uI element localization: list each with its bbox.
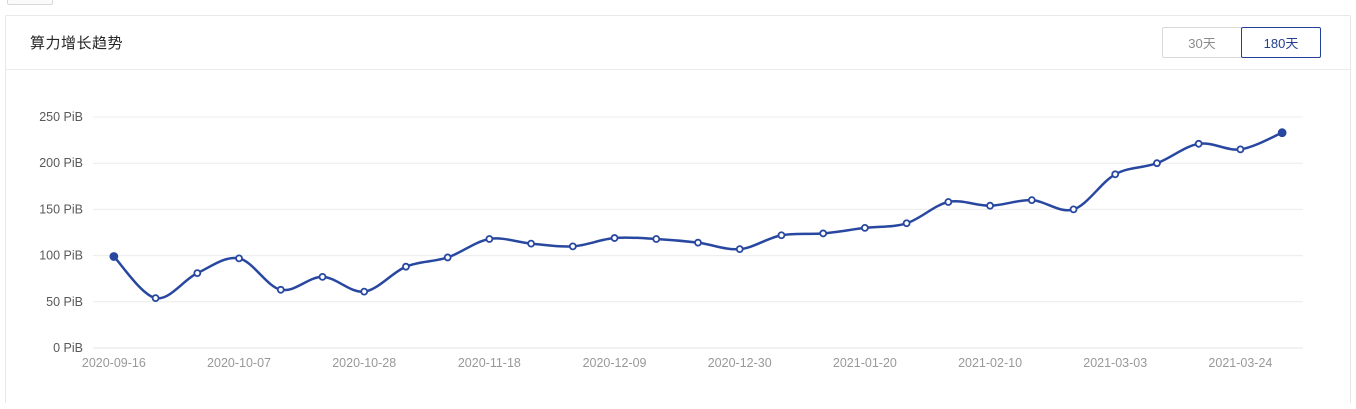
hashrate-trend-card: 算力增长趋势 30天 180天 0 PiB 50 PiB 100 PiB 150 Pi… xyxy=(5,15,1351,403)
data-point-marker[interactable] xyxy=(193,269,202,278)
x-axis-tick-label: 2021-03-03 xyxy=(1083,356,1147,370)
data-point-marker[interactable] xyxy=(318,272,327,281)
x-axis-tick-label: 2020-12-30 xyxy=(708,356,772,370)
hashrate-line-chart[interactable]: 0 PiB 50 PiB 100 PiB 150 PiB 200 PiB 250 PiB 2… xyxy=(6,70,1350,404)
data-point-marker[interactable] xyxy=(443,253,452,262)
data-point-marker[interactable] xyxy=(1111,170,1120,179)
data-point-marker[interactable] xyxy=(1153,159,1161,168)
x-axis-tick-label: 2021-01-20 xyxy=(833,356,897,370)
data-point-marker[interactable] xyxy=(610,234,619,242)
card-title: 算力增长趋势 xyxy=(30,35,124,52)
data-point-marker[interactable] xyxy=(276,285,285,294)
data-point-marker[interactable] xyxy=(568,242,577,251)
data-point-marker[interactable] xyxy=(902,219,911,228)
data-point-marker[interactable] xyxy=(402,262,410,271)
x-axis-tick-label: 2020-10-07 xyxy=(207,356,271,370)
data-point-marker[interactable] xyxy=(1027,196,1036,205)
time-range-toggle: 30天 180天 xyxy=(1162,27,1321,58)
range-30d-button[interactable]: 30天 xyxy=(1162,27,1242,58)
x-axis-tick-label: 2020-12-09 xyxy=(583,356,647,370)
data-point-marker[interactable] xyxy=(860,223,869,232)
range-180d-button[interactable]: 180天 xyxy=(1241,27,1321,58)
chart-canvas[interactable]: 0 PiB 50 PiB 100 PiB 150 PiB 200 PiB 250 PiB 2… xyxy=(6,70,1350,404)
data-point-marker[interactable] xyxy=(652,235,661,243)
y-axis-tick-label: 200 PiB xyxy=(39,156,83,170)
card-header: 算力增长趋势 30天 180天 xyxy=(6,16,1350,70)
data-point-marker[interactable] xyxy=(1277,128,1287,138)
data-point-marker[interactable] xyxy=(986,201,994,210)
data-point-marker[interactable] xyxy=(235,254,243,263)
cutoff-element-top xyxy=(7,0,53,5)
data-point-marker[interactable] xyxy=(1069,205,1078,214)
data-point-marker[interactable] xyxy=(694,238,702,247)
data-point-marker[interactable] xyxy=(360,287,369,296)
x-axis-tick-label: 2021-03-24 xyxy=(1208,356,1272,370)
x-axis-tick-label: 2020-11-18 xyxy=(458,356,521,370)
data-point-marker[interactable] xyxy=(1194,139,1203,148)
data-point-marker[interactable] xyxy=(1236,145,1245,154)
data-point-marker[interactable] xyxy=(819,229,828,238)
y-axis-tick-label: 50 PiB xyxy=(46,295,83,309)
data-point-marker[interactable] xyxy=(485,235,494,243)
x-axis-tick-label: 2020-10-28 xyxy=(332,356,396,370)
y-axis-tick-label: 250 PiB xyxy=(39,110,83,124)
y-axis-tick-label: 100 PiB xyxy=(39,249,83,263)
y-axis-tick-label: 150 PiB xyxy=(39,202,83,216)
trend-line xyxy=(112,131,1284,300)
x-axis-tick-label: 2020-09-16 xyxy=(82,356,146,370)
data-point-marker[interactable] xyxy=(151,294,160,303)
data-point-marker[interactable] xyxy=(735,245,744,254)
data-point-marker[interactable] xyxy=(777,231,786,240)
y-axis-tick-label: 0 PiB xyxy=(53,341,83,355)
data-point-marker[interactable] xyxy=(944,198,953,206)
data-point-marker[interactable] xyxy=(109,252,119,261)
data-point-marker[interactable] xyxy=(527,239,536,248)
x-axis-tick-label: 2021-02-10 xyxy=(958,356,1022,370)
